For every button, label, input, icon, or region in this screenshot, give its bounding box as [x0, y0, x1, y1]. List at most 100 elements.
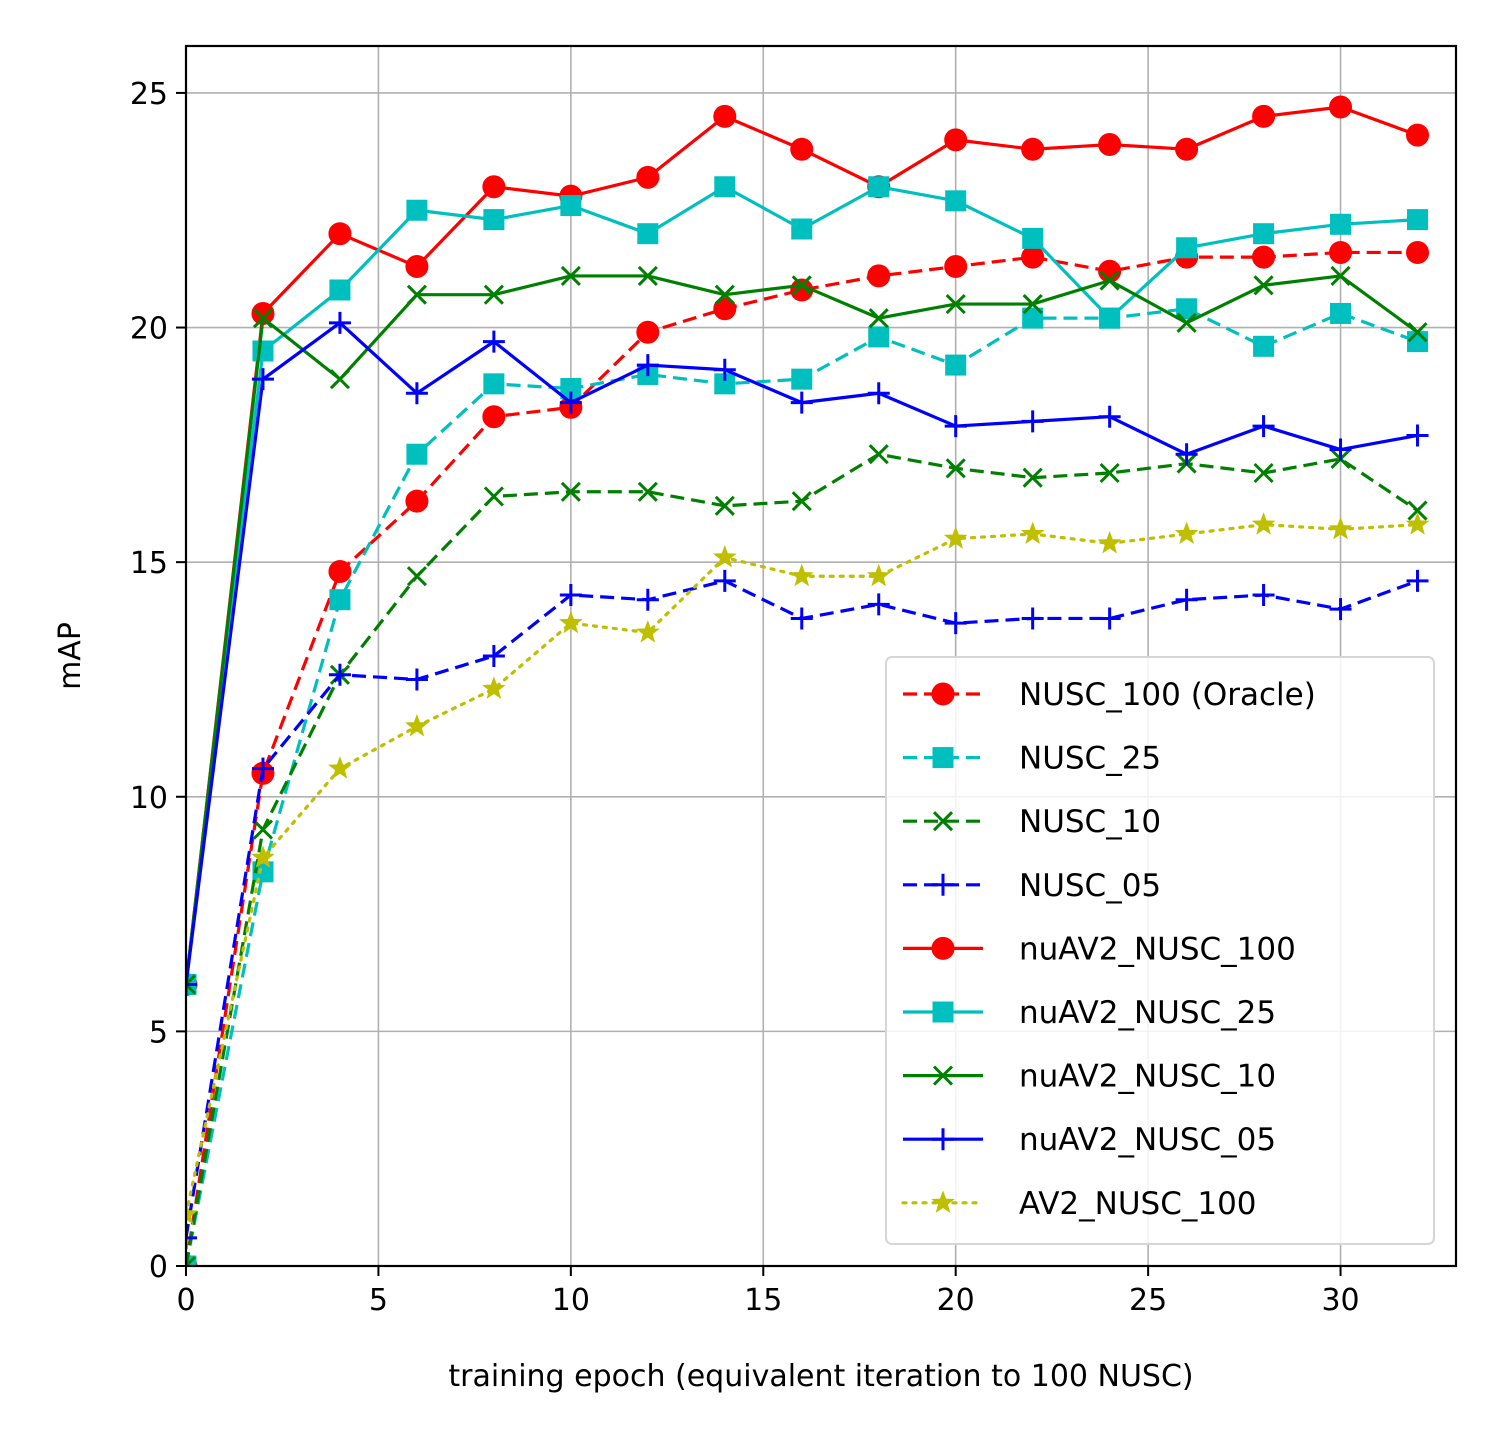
data-point: [866, 563, 891, 587]
data-point: [1253, 335, 1275, 357]
legend-label: NUSC_25: [1019, 741, 1161, 777]
legend-marker: [932, 811, 954, 832]
data-point: [944, 415, 967, 438]
data-point: [636, 165, 660, 189]
data-point: [636, 588, 659, 611]
data-point: [328, 222, 352, 246]
data-point: [1251, 512, 1276, 535]
data-point: [712, 545, 737, 568]
data-point: [482, 405, 506, 429]
legend-marker: [931, 936, 955, 960]
data-point: [1406, 123, 1430, 147]
data-point: [713, 297, 737, 321]
data-point: [559, 584, 582, 606]
data-point: [945, 294, 966, 315]
legend-item: nuAV2_NUSC_100: [903, 931, 1296, 967]
data-point: [1022, 307, 1044, 329]
data-point: [483, 373, 505, 395]
data-point: [790, 607, 813, 630]
data-point: [405, 382, 428, 405]
data-point: [483, 284, 504, 305]
data-point: [867, 264, 891, 288]
data-point: [945, 458, 966, 479]
y-tick-label: 5: [149, 1015, 168, 1050]
data-point: [1330, 302, 1352, 324]
legend-label: NUSC_100 (Oracle): [1019, 677, 1316, 713]
series-nuav2-nusc-05: [186, 311, 1429, 996]
data-point: [328, 560, 352, 584]
data-point: [1097, 530, 1122, 554]
data-point: [713, 104, 737, 128]
data-point: [1407, 209, 1429, 231]
data-point: [186, 1201, 198, 1225]
data-point: [405, 489, 429, 513]
legend-label: AV2_NUSC_100: [1019, 1186, 1257, 1222]
data-point: [944, 128, 968, 152]
data-point: [329, 369, 350, 390]
data-point: [406, 284, 427, 305]
legend-marker: [931, 1190, 955, 1213]
legend: NUSC_100 (Oracle) NUSC_25 NUSC_10 NUSC_05nu…: [885, 656, 1435, 1245]
series-nuav2-nusc-10: [186, 265, 1428, 995]
data-point: [560, 481, 581, 502]
data-point: [186, 973, 197, 996]
legend-item: nuAV2_NUSC_05: [903, 1122, 1276, 1158]
data-point: [1407, 331, 1429, 353]
data-point: [868, 444, 889, 465]
data-point: [1253, 462, 1274, 484]
data-point: [790, 391, 813, 414]
data-point: [1174, 521, 1199, 545]
data-point: [1330, 265, 1351, 286]
y-axis-label: mAP: [53, 622, 88, 690]
legend-box: [885, 656, 1435, 1245]
x-tick-label: 5: [369, 1283, 388, 1318]
data-point: [186, 974, 197, 995]
data-point: [251, 757, 274, 780]
data-point: [1252, 584, 1275, 606]
data-point: [1329, 438, 1352, 461]
data-point: [713, 358, 736, 381]
x-tick-label: 20: [937, 1283, 975, 1318]
x-tick-label: 15: [744, 1283, 782, 1318]
legend-item: nuAV2_NUSC_10: [903, 1059, 1276, 1095]
data-point: [1253, 275, 1274, 296]
data-point: [635, 620, 660, 643]
data-point: [482, 330, 505, 353]
data-point: [405, 713, 429, 737]
y-tick-label: 25: [130, 77, 168, 112]
data-point: [560, 265, 581, 286]
data-point: [482, 175, 506, 199]
data-point: [1099, 462, 1120, 484]
data-point: [944, 612, 967, 635]
data-point: [252, 308, 274, 329]
data-point: [1021, 137, 1045, 161]
data-point: [406, 443, 428, 465]
data-point: [482, 645, 505, 667]
data-point: [867, 382, 890, 405]
data-point: [559, 391, 582, 414]
data-point: [1329, 240, 1353, 264]
series-layer: [186, 95, 1430, 1266]
data-point: [868, 326, 890, 348]
data-point: [636, 354, 659, 377]
axes-frame: [184, 44, 1458, 1268]
data-point: [1098, 405, 1121, 428]
data-point: [943, 526, 968, 549]
data-point: [328, 663, 351, 686]
data-point: [714, 495, 735, 516]
data-point: [560, 195, 582, 217]
series-nusc-05: [186, 569, 1429, 1249]
data-point: [1175, 137, 1199, 161]
data-point: [1020, 521, 1045, 545]
data-point: [1022, 294, 1043, 315]
data-point: [483, 209, 505, 231]
data-point: [1329, 95, 1353, 119]
data-point: [637, 223, 659, 245]
legend-label: nuAV2_NUSC_10: [1019, 1059, 1276, 1095]
data-point: [559, 610, 583, 634]
series-nusc-25: [186, 298, 1429, 1266]
series-line: [186, 250, 1418, 1266]
legend-item: nuAV2_NUSC_25: [903, 995, 1276, 1031]
legend-item: AV2_NUSC_100: [901, 1186, 1257, 1222]
